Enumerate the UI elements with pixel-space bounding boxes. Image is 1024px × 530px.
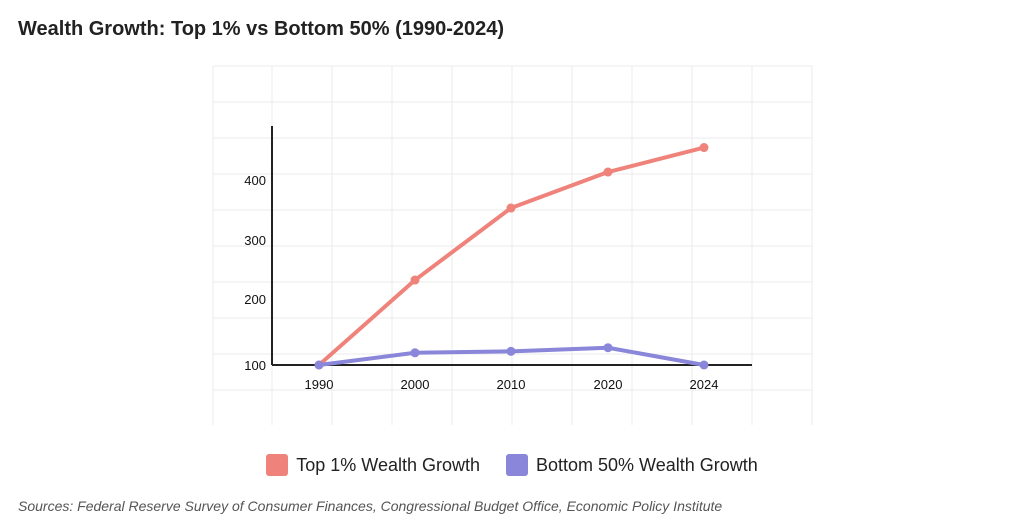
legend-label-bottom50: Bottom 50% Wealth Growth	[536, 454, 758, 475]
legend-label-top1: Top 1% Wealth Growth	[296, 454, 480, 475]
legend-swatch-bottom50	[506, 454, 528, 476]
y-tick-label: 300	[244, 233, 266, 248]
data-point[interactable]	[603, 167, 613, 177]
data-point[interactable]	[410, 275, 420, 285]
data-point[interactable]	[506, 203, 516, 213]
x-tick-label: 2024	[690, 377, 719, 392]
source-note: Sources: Federal Reserve Survey of Consu…	[18, 498, 723, 514]
legend-swatch-top1	[266, 454, 289, 476]
x-tick-label: 2010	[497, 377, 526, 392]
y-tick-label: 100	[244, 358, 266, 373]
legend: Top 1% Wealth Growth Bottom 50% Wealth G…	[0, 454, 1024, 476]
axes	[271, 126, 752, 366]
legend-item-bottom50[interactable]: Bottom 50% Wealth Growth	[506, 454, 758, 476]
legend-item-top1[interactable]: Top 1% Wealth Growth	[266, 454, 480, 476]
data-point[interactable]	[314, 360, 324, 370]
y-tick-label: 200	[244, 292, 266, 307]
series-lines	[314, 143, 709, 370]
x-tick-label: 2020	[594, 377, 623, 392]
data-point[interactable]	[603, 343, 613, 353]
data-point[interactable]	[410, 348, 420, 358]
x-tick-label: 1990	[305, 377, 334, 392]
data-point[interactable]	[506, 346, 516, 356]
tick-labels: 100 200 300 400 1990 2000 2010 2020 2024	[244, 173, 718, 392]
data-point[interactable]	[699, 143, 709, 153]
x-tick-label: 2000	[401, 377, 430, 392]
chart-title: Wealth Growth: Top 1% vs Bottom 50% (199…	[18, 18, 505, 40]
grid-lines	[212, 65, 813, 425]
data-point[interactable]	[699, 360, 709, 370]
y-tick-label: 400	[244, 173, 266, 188]
